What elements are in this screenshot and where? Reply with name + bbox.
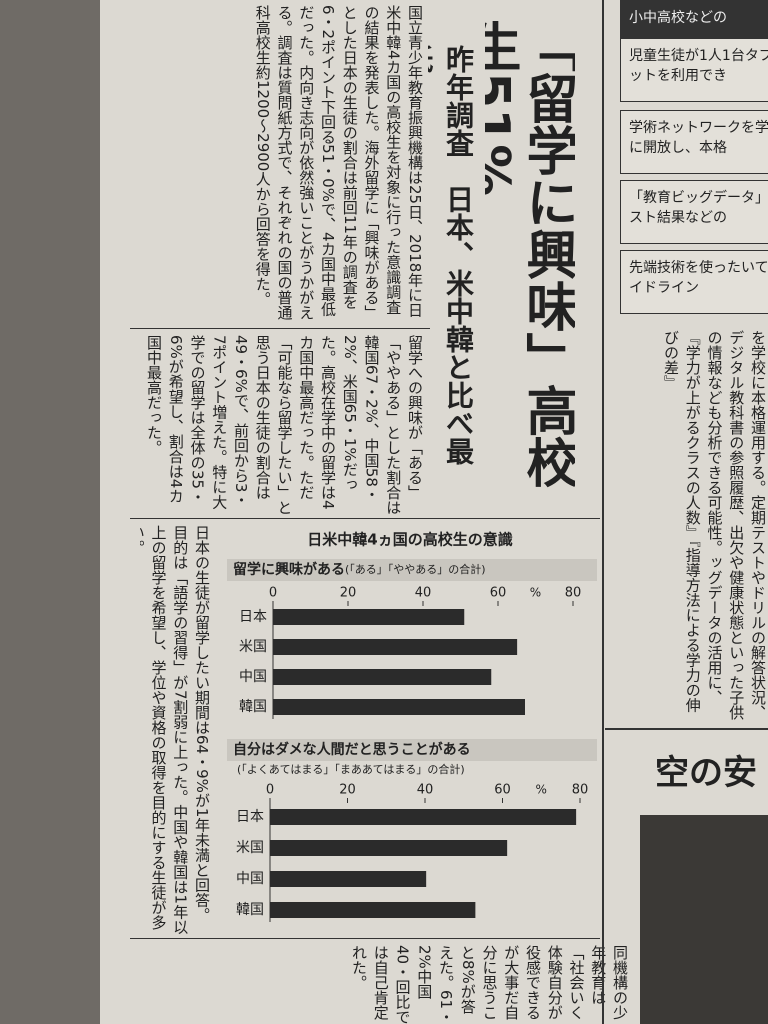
subheadline: 昨年調査 日本、米中韓と比べ最低 <box>428 45 475 465</box>
x-tick-label: 60 <box>494 783 511 798</box>
x-tick-label: 40 <box>417 783 434 798</box>
rule <box>130 328 430 329</box>
x-tick-label: 80 <box>565 586 582 601</box>
sidebar-item: 学術ネットワークを学校に開放し、本格 <box>620 110 768 174</box>
panel <box>227 739 597 761</box>
sidebar-item: 児童生徒が1人1台タブレットを利用でき <box>620 38 768 102</box>
unit-label: % <box>530 586 541 600</box>
bar <box>273 669 492 685</box>
bar <box>273 609 465 625</box>
body-upper: 国立青少年教育振興機構は25日、2018年に日米中韓4カ国の高校生を対象に行った… <box>253 5 424 320</box>
headline: 「留学に興味」高校生51% <box>485 20 575 488</box>
bar <box>270 902 476 918</box>
bar <box>273 639 518 655</box>
sidebar-body: を学校に本格運用する。定期テストやドリルの解答状況、デジタル教科書の参照履歴、出… <box>662 330 767 720</box>
sidebar-item: 「教育ビッグデータ」テスト結果などの <box>620 180 768 244</box>
figure: 日米中韓4ヵ国の高校生の意識 留学に興味がある(「ある」「ややある」の合計) 0 2… <box>227 531 597 922</box>
body-left: 日本の生徒が留学したい期間は64・9%が1年未満と回答。目的は「語学の習得」が7… <box>140 525 211 935</box>
figure-title: 日米中韓4ヵ国の高校生の意識 <box>307 531 512 549</box>
rule <box>130 518 600 519</box>
chart-title: 留学に興味がある(「ある」「ややある」の合計) <box>233 561 486 578</box>
y-tick-label: 米国 <box>239 639 267 655</box>
panel <box>227 559 597 581</box>
x-tick-label: 0 <box>266 783 274 798</box>
x-tick-label: 40 <box>415 586 432 601</box>
bar <box>270 840 508 856</box>
x-tick-label: 20 <box>339 783 356 798</box>
y-tick-label: 日本 <box>236 809 264 825</box>
x-tick-label: 80 <box>572 783 589 798</box>
rule <box>130 938 600 939</box>
y-tick-label: 中国 <box>236 871 264 887</box>
y-tick-label: 米国 <box>236 840 264 856</box>
bar <box>273 699 525 715</box>
sidebar-item: 先端技術を使ったいてガイドライン <box>620 250 768 314</box>
sidebar-heading: 小中高校などの <box>620 0 768 38</box>
y-tick-label: 日本 <box>239 609 267 625</box>
column-rule <box>602 0 604 1024</box>
unit-label: % <box>536 783 547 797</box>
y-tick-label: 中国 <box>239 669 267 685</box>
bar <box>270 809 577 825</box>
x-tick-label: 0 <box>269 586 277 601</box>
chart-subtitle: (「ある」「ややある」の合計) <box>345 562 486 576</box>
body-middle: 留学への興味が「ある」「ややある」とした割合は韓国67・2%、中国58・2%、米… <box>145 335 424 515</box>
chart-title-text: 留学に興味がある <box>233 561 345 578</box>
next-headline: 空の安 <box>655 753 757 793</box>
rule <box>605 728 768 730</box>
x-tick-label: 60 <box>490 586 507 601</box>
body-bottom: 同機構の少年教育は「社会いく体験自分が役感できるが大事だ自分に思うこと8%が答え… <box>350 945 629 1024</box>
y-tick-label: 韓国 <box>239 699 267 715</box>
chart-title: 自分はダメな人間だと思うことがある <box>233 741 471 758</box>
y-tick-label: 韓国 <box>236 902 264 918</box>
photo <box>640 815 768 1024</box>
bar <box>270 871 427 887</box>
chart-subtitle: (「よくあてはまる」「まああてはまる」の合計) <box>237 762 465 776</box>
newspaper: 「留学に興味」高校生51% 昨年調査 日本、米中韓と比べ最低 国立青少年教育振興… <box>100 0 768 1024</box>
x-tick-label: 20 <box>340 586 357 601</box>
